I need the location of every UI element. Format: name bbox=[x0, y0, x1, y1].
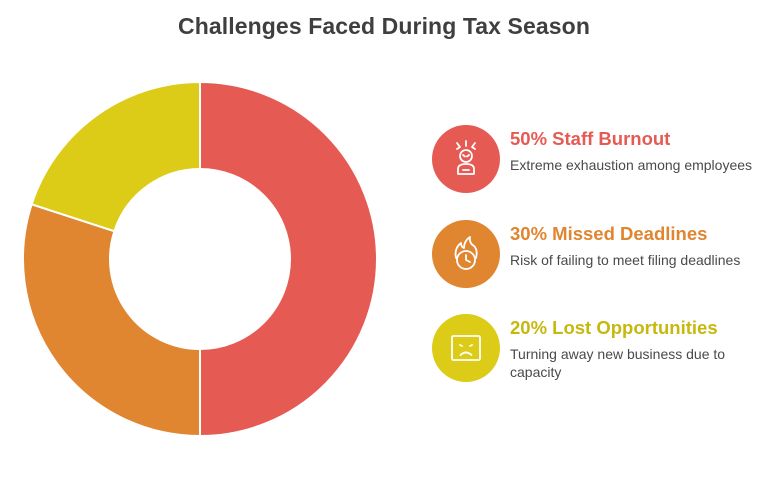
legend-heading: 20% Lost Opportunities bbox=[510, 317, 718, 338]
burning-clock-icon bbox=[454, 236, 478, 270]
donut-slice-missed-deadlines bbox=[22, 203, 201, 438]
legend-heading: 30% Missed Deadlines bbox=[510, 223, 708, 244]
legend-item-staff-burnout: 50% Staff Burnout Extreme exhaustion amo… bbox=[432, 125, 762, 205]
legend-heading: 50% Staff Burnout bbox=[510, 128, 671, 149]
donut-slice-staff-burnout bbox=[199, 80, 378, 438]
legend-item-missed-deadlines: 30% Missed Deadlines Risk of failing to … bbox=[432, 220, 762, 300]
legend-marker-lost-opportunities bbox=[432, 314, 500, 382]
legend-marker-missed-deadlines bbox=[432, 220, 500, 288]
legend-description: Risk of failing to meet filing deadlines bbox=[510, 252, 741, 268]
donut-slice-lost-opportunities bbox=[30, 80, 201, 233]
legend-item-lost-opportunities: 20% Lost Opportunities Turning away new … bbox=[432, 314, 762, 394]
legend-description: Turning away new business due to capacit… bbox=[510, 346, 726, 380]
legend-marker-staff-burnout bbox=[432, 125, 500, 193]
chart-title: Challenges Faced During Tax Season bbox=[178, 13, 590, 39]
legend-description: Extreme exhaustion among employees bbox=[510, 157, 753, 173]
stressed-person-icon bbox=[456, 140, 476, 175]
sad-face-icon bbox=[451, 335, 481, 361]
